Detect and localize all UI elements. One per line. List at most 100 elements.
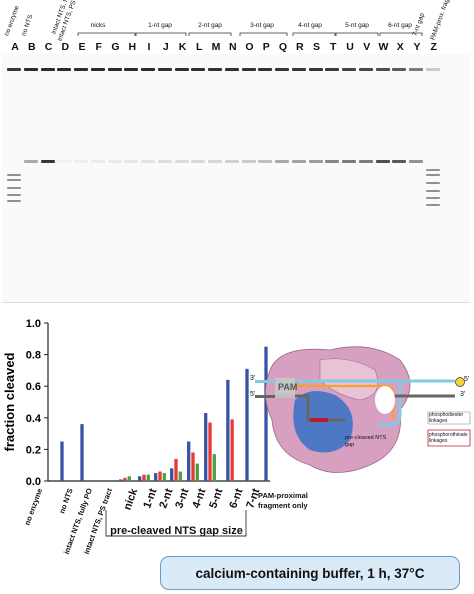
- gel-band: [57, 68, 72, 71]
- gel-band: [157, 68, 172, 71]
- gel-band: [425, 197, 440, 199]
- bar: [142, 474, 146, 481]
- lane-letter: S: [312, 41, 320, 53]
- group-label-1nt: 1-nt gap: [148, 22, 172, 29]
- gel-band: [7, 194, 21, 196]
- buffer-label: calcium-containing buffer, 1 h, 37°C: [195, 565, 425, 581]
- gel-band: [308, 68, 323, 71]
- gel-image: [2, 54, 470, 303]
- gel-band: [174, 160, 189, 163]
- bar: [264, 346, 268, 481]
- bar: [60, 441, 64, 481]
- lane-letter: R: [295, 41, 304, 53]
- bar: [245, 368, 249, 481]
- cas-schematic: PAM 3' 5' 5' 3' pre-cleaved NTS gap phos…: [250, 340, 474, 505]
- lane-letter: L: [196, 41, 203, 53]
- gel-band: [40, 68, 55, 71]
- group-label-5nt: 5-nt gap: [345, 22, 369, 29]
- lane-letter: I: [147, 41, 151, 53]
- bar: [178, 471, 182, 481]
- buffer-condition-box: calcium-containing buffer, 1 h, 37°C: [160, 556, 460, 590]
- lane-letter: H: [128, 41, 137, 53]
- bar: [208, 422, 212, 481]
- bar: [123, 477, 127, 481]
- bar: [212, 454, 216, 481]
- bar: [191, 452, 195, 481]
- y-tick-label: 0.6: [26, 381, 41, 393]
- gel-band: [107, 68, 122, 71]
- gel-band: [425, 174, 440, 176]
- bar-chart: 0.0 0.2 0.4 0.6 0.8 1.0 fraction cleaved: [2, 318, 270, 488]
- gel-band: [392, 68, 407, 71]
- y-tick-label: 0.2: [26, 444, 41, 456]
- pam-label: PAM: [278, 382, 298, 392]
- gel-band: [7, 174, 21, 176]
- bar: [158, 471, 162, 481]
- lane-letter: T: [330, 41, 337, 53]
- bar: [119, 479, 123, 481]
- gel-band: [425, 169, 440, 171]
- radiolabel-icon: [455, 377, 465, 387]
- lane-letter: X: [396, 41, 404, 53]
- gel-band: [74, 68, 88, 71]
- phosphodiester-label: phosphodiester linkages: [429, 412, 464, 424]
- bar: [80, 424, 84, 481]
- pam-box: [275, 378, 295, 398]
- bar: [127, 476, 131, 481]
- gel-band: [191, 68, 206, 71]
- gel-band: [7, 187, 21, 189]
- lane-letter: F: [95, 41, 102, 53]
- bar: [170, 468, 174, 481]
- gel-band: [141, 68, 155, 71]
- lane-letter: K: [178, 41, 187, 53]
- bar: [138, 476, 142, 481]
- gel-band: [23, 160, 38, 163]
- lane-letter: O: [245, 41, 254, 53]
- gel-band: [224, 160, 239, 163]
- lane-letter: J: [162, 41, 169, 53]
- gap-caption: pre-cleaved NTS gap size: [110, 525, 243, 537]
- gel-band: [425, 204, 440, 206]
- y-tick-label: 0.4: [26, 413, 42, 425]
- gel-band: [141, 160, 155, 163]
- gel-band: [392, 160, 407, 163]
- gel-band: [291, 160, 306, 163]
- end-label: 3': [460, 391, 466, 398]
- schematic-drawing: [255, 346, 471, 473]
- bar: [230, 419, 234, 481]
- lane-letter: Q: [278, 41, 288, 53]
- end-label: 5': [250, 391, 256, 398]
- lane-letter: N: [228, 41, 237, 53]
- group-label-6nt: 6-nt gap: [388, 22, 412, 29]
- condition-label: PAM-proximal fragment only: [258, 491, 308, 510]
- gel-band: [409, 160, 423, 163]
- group-label-2nt: 2-nt gap: [198, 22, 222, 29]
- target-strand-path: [281, 379, 402, 427]
- phosphorothioate-box: [427, 429, 471, 447]
- gel-band: [375, 68, 390, 71]
- lane-letter: Y: [413, 41, 421, 53]
- lane-letter: D: [61, 41, 70, 53]
- y-tick-label: 0.0: [26, 476, 41, 488]
- gel-band: [358, 68, 373, 71]
- bar: [204, 413, 208, 481]
- gel-band: [425, 190, 440, 192]
- gel-band: [325, 160, 340, 163]
- gel-band: [425, 182, 440, 184]
- gel-band: [375, 160, 390, 163]
- gel-band: [208, 160, 222, 163]
- lane-letter: M: [211, 41, 221, 53]
- lane-letter: C: [44, 41, 53, 53]
- y-tick-label: 1.0: [26, 318, 41, 330]
- gel-band: [275, 68, 289, 71]
- gap-hole: [375, 386, 395, 414]
- gel-band: [425, 68, 440, 71]
- lane-letter: A: [11, 41, 19, 53]
- group-label-3nt: 3-nt gap: [250, 22, 274, 29]
- bar: [226, 379, 230, 481]
- gel-band: [224, 68, 239, 71]
- gel-band: [74, 160, 88, 163]
- target-strand: [255, 380, 281, 383]
- gel-band: [90, 68, 105, 71]
- pink-lobe: [319, 358, 379, 401]
